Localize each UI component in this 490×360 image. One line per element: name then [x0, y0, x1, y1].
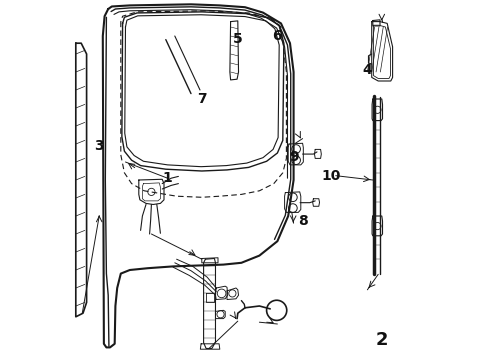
Text: 3: 3: [95, 139, 104, 153]
Text: 9: 9: [289, 150, 298, 163]
Text: 4: 4: [363, 63, 372, 77]
Text: 5: 5: [233, 32, 243, 46]
Text: 10: 10: [322, 170, 341, 183]
Text: 8: 8: [298, 215, 308, 228]
Text: 2: 2: [375, 331, 388, 349]
Text: 1: 1: [163, 171, 172, 185]
Text: 7: 7: [197, 92, 207, 106]
Text: 6: 6: [272, 29, 282, 43]
